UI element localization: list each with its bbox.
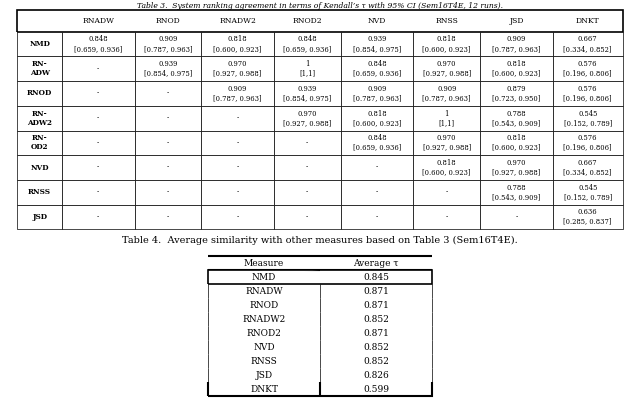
Text: Table 4.  Average similarity with other measures based on Table 3 (Sem16T4E).: Table 4. Average similarity with other m… <box>122 235 518 244</box>
Text: Table 3.  System ranking agreement in terms of Kendall’s τ with 95% CI (Sem16T4E: Table 3. System ranking agreement in ter… <box>137 2 503 10</box>
